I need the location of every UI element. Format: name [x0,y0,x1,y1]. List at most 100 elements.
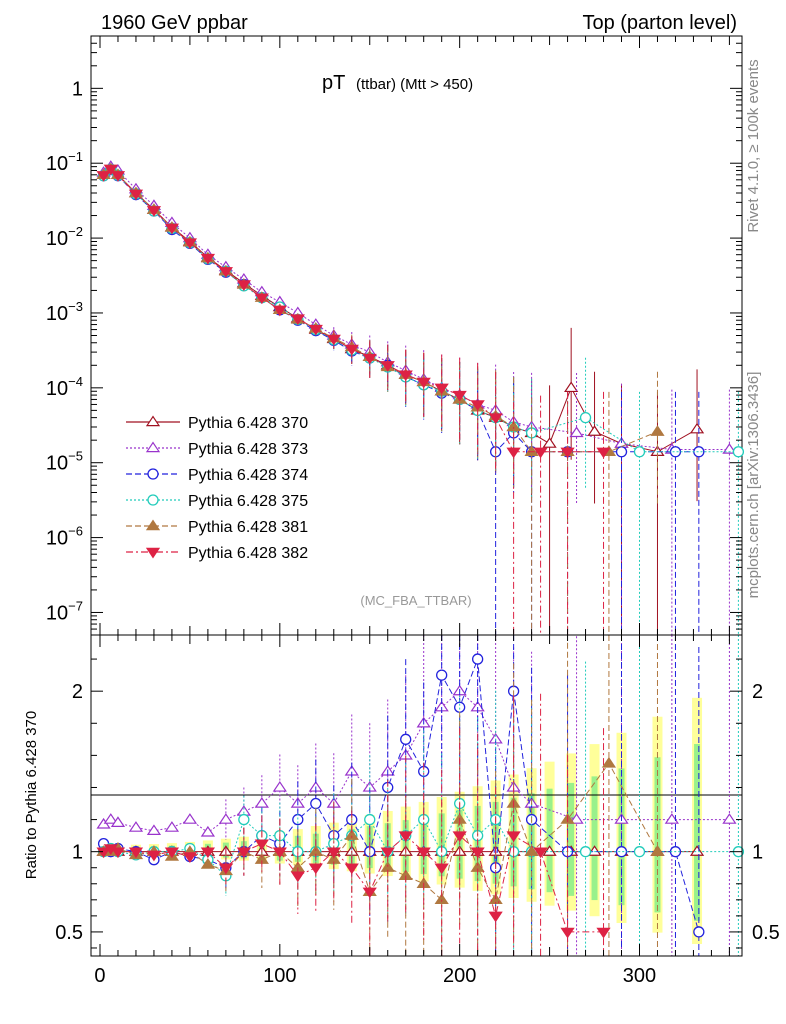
ratio-point [218,813,233,824]
ratio-point [615,846,628,858]
ratio-point [182,852,198,863]
data-point [326,334,341,346]
ratio-point [236,847,251,859]
ratio-point [596,927,611,939]
data-point [416,377,431,389]
series-line-pythia-6-428-373 [103,166,730,451]
legend: Pythia 6.428 370 Pythia 6.428 373 Pythia 6… [126,415,308,562]
data-point [542,437,557,448]
data-point [650,425,665,436]
data-point [506,420,521,432]
ratio-point [254,797,269,808]
data-point [579,411,592,424]
series-line-pythia-6-428-374 [103,169,699,453]
ratio-point [470,847,485,859]
legend-marker [145,415,161,427]
data-point [596,447,611,459]
y-tick-exponent: −1 [68,149,83,164]
data-point [380,361,395,372]
ratio-point [200,847,216,859]
data-point [452,390,467,402]
y-tick-label: 10−4 [46,374,83,400]
data-point [569,426,584,438]
ratio-y-tick-label: 2 [72,681,83,703]
data-point [182,238,198,250]
y-tick-base: 10 [46,228,68,250]
ratio-point [344,829,359,840]
ratio-point [326,847,341,859]
ratio-y-tick-label-right: 2 [752,681,763,703]
ratio-point [722,813,737,824]
data-point [254,293,269,305]
main-panel: 10−710−610−510−410−310−210−11 pT (ttbar)… [46,35,745,636]
legend-label: Pythia 6.428 374 [188,467,308,484]
band-stat [694,743,701,921]
data-point [308,324,323,336]
band-stat [591,776,598,901]
data-point [732,446,745,458]
header-left: 1960 GeV ppbar [101,12,248,34]
ratio-point [110,816,126,827]
series-line-pythia-6-428-375 [103,168,739,453]
ratio-point [238,813,250,826]
data-point [236,280,251,291]
legend-marker [145,547,161,559]
y-tick-exponent: −2 [68,224,83,239]
ratio-point [436,669,448,681]
legend-marker [145,441,161,453]
data-point [488,413,503,425]
data-point [587,425,602,436]
data-point [524,445,539,456]
data-point [669,446,682,458]
rivet-label: Rivet 4.1.0, ≥ 100k events [745,59,762,232]
data-point [362,353,377,365]
ratio-point [200,858,216,869]
legend-label: Pythia 6.428 382 [188,545,308,562]
y-tick-label: 10−2 [46,224,83,250]
y-tick-base: 10 [46,528,68,550]
watermark: (MC_FBA_TTBAR) [360,593,471,608]
band-stat [546,788,553,893]
ratio-point [398,831,413,843]
data-point [290,314,305,326]
ratio-point [128,821,144,832]
ratio-point [164,821,180,832]
ratio-point [146,824,162,836]
data-point [533,447,548,459]
ratio-point [310,797,322,810]
ratio-point [601,756,617,768]
y-tick-label: 10−6 [46,524,83,550]
ratio-point [164,847,180,859]
data-point [110,171,126,182]
legend-label: Pythia 6.428 373 [188,441,308,458]
data-point [272,305,287,317]
ratio-point [272,780,287,792]
ratio-point [664,813,679,824]
y-tick-label: 10−5 [46,449,83,475]
ratio-y-tick-label: 1 [72,842,83,864]
data-point [103,164,118,176]
x-tick-label: 300 [623,965,656,987]
ratio-point [290,871,305,883]
ratio-y-tick-label-right: 0.5 [752,922,780,944]
data-point [506,447,521,459]
data-point [146,206,162,217]
ratio-point [633,846,646,858]
ratio-point [96,847,111,859]
x-tick-label: 0 [94,965,105,987]
data-point [722,443,737,454]
data-point [200,253,216,265]
ratio-point [434,893,449,905]
ratio-point [380,847,395,859]
x-tick-label: 200 [443,965,476,987]
ratio-point [542,845,557,856]
ratio-y-tick-label-right: 1 [752,842,763,864]
legend-marker [147,468,159,480]
ratio-point [272,847,287,859]
data-point [128,189,144,201]
ratio-point [128,847,144,859]
band-stat [568,782,575,896]
legend-label: Pythia 6.428 381 [188,519,308,536]
y-tick-label: 10−3 [46,299,83,325]
